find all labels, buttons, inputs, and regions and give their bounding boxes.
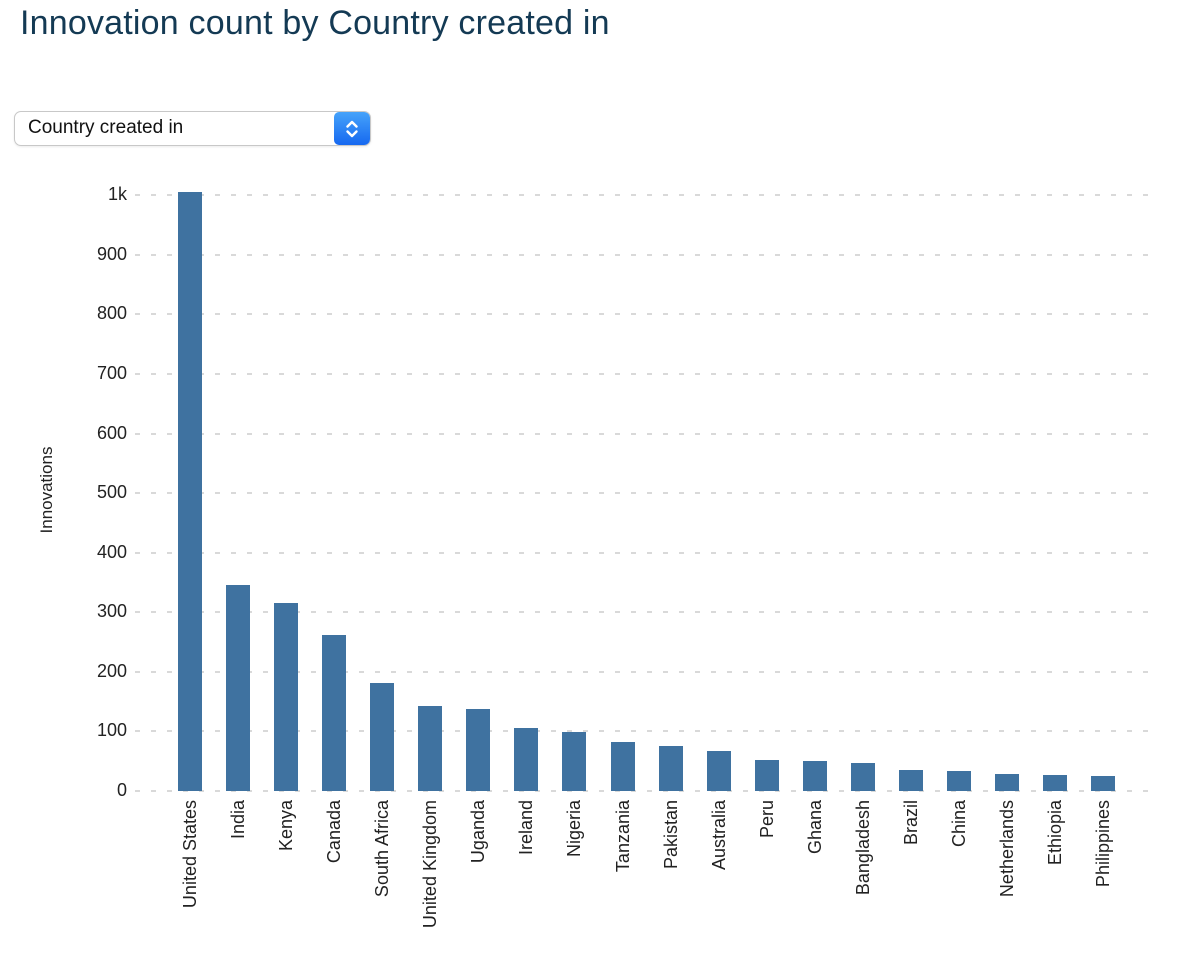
x-tick-label: Tanzania [612,800,633,873]
x-tick-label: South Africa [372,800,393,898]
x-tick-label: Ghana [804,800,825,855]
gridline [135,492,1150,494]
bar[interactable] [1042,774,1067,791]
gridline [135,313,1150,316]
x-tick-label: Bangladesh [852,800,873,896]
group-by-select[interactable]: Country created in [14,111,371,146]
y-tick-label: 800 [96,303,127,324]
x-tick-label: Pakistan [660,800,681,870]
y-tick-label: 0 [116,779,127,800]
bar[interactable] [418,705,443,791]
x-tick-label: Brazil [900,800,921,846]
y-tick-label: 200 [96,660,127,681]
bar[interactable] [274,603,299,791]
gridline [135,253,1150,256]
x-tick-label: Ireland [516,800,537,856]
bar[interactable] [946,771,971,791]
bar[interactable] [562,731,587,791]
y-tick-label: 900 [96,243,127,264]
x-tick-label: Netherlands [996,800,1017,898]
x-tick-label: Kenya [276,800,297,852]
x-tick-label: Peru [756,800,777,839]
x-tick-label: India [228,800,249,840]
x-tick-label: Nigeria [564,800,585,858]
bar[interactable] [514,728,539,791]
bar[interactable] [658,746,683,791]
bar[interactable] [226,585,251,791]
gridline [135,372,1150,375]
y-tick-label: 300 [96,601,127,622]
gridline [135,670,1150,673]
bar[interactable] [754,760,779,791]
gridline [135,194,1150,197]
x-tick-label: China [948,800,969,848]
bar[interactable] [850,762,875,791]
x-tick-label: United States [180,800,200,909]
gridline [135,432,1150,435]
y-tick-label: 600 [96,422,127,443]
gridline [135,789,1150,792]
y-tick-label: 500 [96,482,127,502]
y-tick-label: 700 [96,362,127,383]
y-tick-label: 400 [96,541,127,562]
bar[interactable] [370,682,395,791]
x-tick-label: Ethiopia [1044,800,1065,866]
x-tick-label: Uganda [468,800,489,864]
gridline [135,730,1150,733]
bar[interactable] [994,774,1019,791]
page-title: Innovation count by Country created in [20,4,610,42]
x-tick-label: Australia [708,800,729,871]
bar[interactable] [1090,775,1115,791]
y-tick-label: 1k [107,184,127,205]
bar[interactable] [610,741,635,791]
bar[interactable] [178,192,202,791]
x-tick-label: United Kingdom [420,800,441,929]
x-tick-label: Philippines [1092,800,1113,888]
x-tick-label: Canada [324,800,345,864]
bar[interactable] [706,751,731,791]
bar[interactable] [466,709,491,791]
bar[interactable] [322,634,347,791]
gridline [135,551,1150,554]
y-tick-label: 100 [96,720,127,741]
bar[interactable] [802,760,827,791]
gridline [135,611,1150,614]
bar[interactable] [898,769,923,791]
